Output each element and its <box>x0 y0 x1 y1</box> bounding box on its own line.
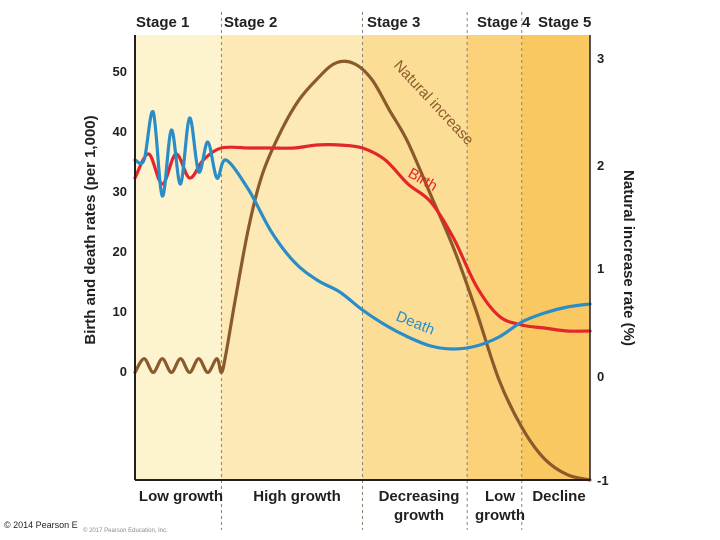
left-tick-50: 50 <box>113 64 127 79</box>
right-tick-neg1: -1 <box>597 473 609 488</box>
copyright-credit: © 2014 Pearson E <box>4 520 78 530</box>
right-tick-3: 3 <box>597 51 604 66</box>
stage-band-1 <box>135 35 222 480</box>
right-tick-0: 0 <box>597 369 604 384</box>
left-tick-10: 10 <box>113 304 127 319</box>
growth-label-3b: growth <box>394 507 444 524</box>
stage-band-4 <box>467 35 522 480</box>
growth-label-5: Decline <box>532 488 585 505</box>
right-axis-title: Natural increase rate (%) <box>620 170 637 346</box>
growth-label-4a: Low <box>485 488 515 505</box>
series-layer <box>133 59 592 482</box>
stage-label-5: Stage 5 <box>538 14 591 31</box>
growth-label-4b: growth <box>475 507 525 524</box>
series-line-birth <box>133 143 592 333</box>
series-line-natural-increase <box>133 59 592 482</box>
right-tick-1: 1 <box>597 261 604 276</box>
growth-label-3a: Decreasing <box>379 488 460 505</box>
stage-band-3 <box>362 35 468 480</box>
left-tick-0: 0 <box>120 364 127 379</box>
copyright-credit-small: © 2017 Pearson Education, Inc. <box>83 528 168 534</box>
growth-label-2: High growth <box>253 488 340 505</box>
stage-label-3: Stage 3 <box>367 14 420 31</box>
stage-band-5 <box>521 35 590 480</box>
left-tick-30: 30 <box>113 184 127 199</box>
left-axis-title: Birth and death rates (per 1,000) <box>82 115 99 344</box>
stage-label-2: Stage 2 <box>224 14 277 31</box>
stage-bands <box>135 35 590 480</box>
left-tick-20: 20 <box>113 244 127 259</box>
stage-label-1: Stage 1 <box>136 14 189 31</box>
right-tick-2: 2 <box>597 158 604 173</box>
left-tick-40: 40 <box>113 124 127 139</box>
stage-label-4: Stage 4 <box>477 14 531 31</box>
series-line-death <box>133 110 592 351</box>
growth-label-1: Low growth <box>139 488 223 505</box>
